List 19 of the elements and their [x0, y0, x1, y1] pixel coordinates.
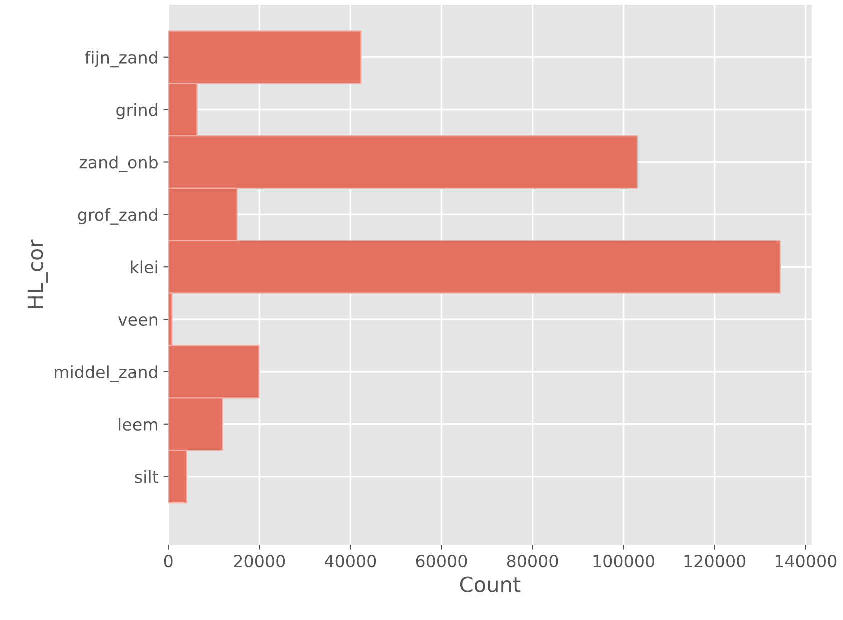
y-tick-label: fijn_zand [85, 51, 158, 68]
x-tick-label: 60000 [416, 554, 468, 568]
y-tick-label: zand_onb [80, 156, 158, 173]
y-tick-label: klei [131, 260, 158, 274]
y-tick-label: veen [118, 316, 158, 326]
x-axis-title: Count [460, 576, 521, 593]
x-tick-label: 0 [164, 554, 173, 568]
y-tick-label: middel_zand [55, 366, 158, 382]
x-tick-label: 140000 [776, 554, 837, 568]
y-tick-label: grof_zand [78, 208, 158, 225]
y-tick-label: leem [119, 418, 158, 431]
y-tick-label: grind [116, 103, 158, 120]
y-tick-label: silt [135, 470, 158, 484]
x-tick-label: 120000 [684, 554, 746, 568]
y-axis-title: HL_cor [28, 240, 48, 308]
x-tick-label: 100000 [594, 554, 655, 568]
x-tick-label: 20000 [234, 554, 286, 568]
x-tick-label: 80000 [507, 554, 558, 568]
x-tick-label: 40000 [324, 554, 376, 568]
